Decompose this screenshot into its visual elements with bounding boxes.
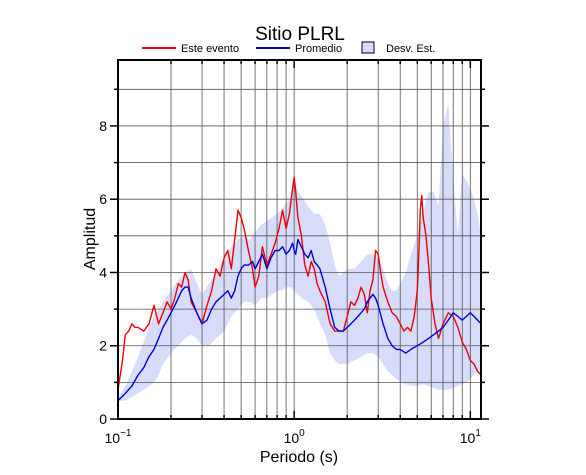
series-line-promedio bbox=[117, 238, 482, 402]
y-tick-label: 0 bbox=[99, 411, 107, 427]
x-axis-title: Periodo (s) bbox=[260, 449, 338, 466]
x-tick-label: 10−1 bbox=[105, 428, 132, 446]
x-tick-label: 100 bbox=[284, 428, 306, 446]
y-tick-label: 4 bbox=[99, 264, 107, 280]
tick-layer bbox=[110, 60, 489, 420]
legend-label-promedio: Promedio bbox=[295, 43, 342, 55]
tick-label-layer: 0 2 4 6 8 10−1 100 101 bbox=[99, 118, 481, 446]
legend-label-desv-est: Desv. Est. bbox=[386, 43, 435, 55]
legend-swatch-desv-est bbox=[361, 41, 375, 54]
y-tick-label: 6 bbox=[99, 191, 107, 207]
plot-frame bbox=[117, 59, 482, 420]
std-band-area bbox=[118, 104, 481, 401]
series-layer bbox=[117, 176, 482, 402]
legend: Este evento Promedio Desv. Est. bbox=[142, 41, 435, 55]
y-tick-label: 8 bbox=[99, 118, 107, 134]
std-band-layer bbox=[118, 104, 481, 401]
series-line-este-evento bbox=[117, 176, 482, 390]
legend-label-este-evento: Este evento bbox=[181, 43, 239, 55]
y-tick-label: 2 bbox=[99, 338, 107, 354]
y-axis-title: Amplitud bbox=[82, 208, 99, 270]
chart-title: Sitio PLRL bbox=[255, 24, 345, 45]
x-tick-label: 101 bbox=[460, 428, 482, 446]
